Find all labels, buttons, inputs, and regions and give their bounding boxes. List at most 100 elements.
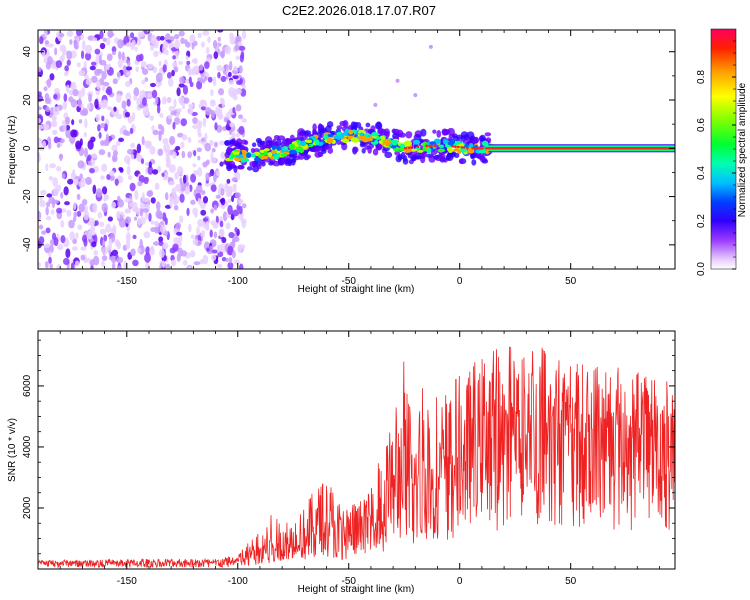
heatmap-halo-cell (441, 129, 448, 136)
heatmap-noise-cell (41, 230, 47, 235)
heatmap-noise-cell (38, 152, 41, 163)
heatmap-noise-cell (217, 30, 224, 33)
heatmap-ridge-cell (253, 157, 261, 162)
heatmap-noise-cell (178, 83, 185, 88)
heatmap-noise-cell (173, 33, 180, 40)
heatmap-noise-cell (70, 262, 75, 269)
heatmap-noise-cell (157, 148, 164, 156)
heatmap-noise-cell (71, 246, 78, 251)
snr-x-tick-label: -100 (228, 576, 248, 587)
heatmap-halo-cell (224, 139, 231, 146)
heatmap-noise-cell (165, 149, 171, 156)
heatmap-noise-cell (130, 153, 135, 160)
heatmap-noise-cell (160, 225, 166, 234)
heatmap-halo-cell (236, 165, 244, 170)
heatmap-noise-cell (149, 247, 155, 256)
heatmap-noise-cell (232, 106, 236, 114)
heatmap-noise-cell (210, 219, 216, 226)
heatmap-noise-cell (160, 125, 165, 135)
heatmap-noise-cell (201, 229, 206, 238)
heatmap-noise-cell (193, 57, 198, 65)
snr-x-tick-label: -150 (117, 576, 137, 587)
heatmap-noise-cell (172, 243, 179, 252)
heatmap-ridge-cell (446, 147, 453, 152)
heatmap-noise-cell (188, 106, 194, 116)
heatmap-noise-cell (192, 66, 196, 76)
heatmap-noise-cell (99, 30, 104, 40)
heatmap-noise-cell (150, 220, 155, 225)
heatmap-ridge-cell (280, 153, 288, 157)
heatmap-noise-cell (125, 232, 131, 242)
heatmap-ridge-cell (242, 158, 250, 162)
heatmap-halo-cell (413, 134, 422, 141)
heatmap-noise-cell (118, 51, 122, 60)
heatmap-halo-cell (268, 160, 274, 166)
heatmap-noise-cell (111, 46, 117, 53)
heatmap-noise-cell (46, 78, 52, 88)
heatmap-noise-cell (215, 215, 219, 224)
heatmap-noise-cell (143, 231, 151, 239)
heatmap-halo-cell (432, 129, 437, 134)
heatmap-noise-cell (206, 247, 210, 252)
heatmap-noise-cell (126, 165, 131, 176)
heatmap-noise-cell (46, 201, 51, 208)
heatmap-noise-cell (106, 106, 112, 111)
heatmap-noise-cell (134, 46, 138, 52)
heatmap-noise-cell (80, 254, 86, 261)
heatmap-noise-cell (159, 35, 165, 41)
spectrogram-x-tick-label: 50 (565, 276, 577, 287)
colorbar-tick-label: 0.4 (696, 166, 707, 180)
heatmap-noise-cell (200, 209, 207, 216)
heatmap-noise-cell (108, 238, 113, 247)
heatmap-halo-cell (476, 152, 484, 160)
heatmap-noise-cell (144, 111, 151, 116)
heatmap-noise-cell (138, 104, 145, 109)
colorbar-label: Normalized spectral amplitude (737, 82, 748, 217)
heatmap-halo-cell (397, 153, 403, 161)
heatmap-noise-cell (142, 68, 149, 75)
heatmap-noise-cell (138, 174, 145, 184)
heatmap-noise-cell (69, 39, 73, 45)
heatmap-noise-cell (228, 231, 235, 239)
heatmap-noise-cell (159, 248, 165, 258)
heatmap-noise-cell (227, 261, 234, 269)
heatmap-noise-cell (38, 137, 42, 144)
heatmap-noise-cell (139, 208, 144, 217)
heatmap-halo-cell (365, 122, 371, 128)
heatmap-noise-cell (211, 249, 218, 254)
heatmap-noise-cell (202, 196, 209, 204)
heatmap-noise-cell (210, 89, 214, 97)
heatmap-noise-cell (151, 89, 158, 99)
heatmap-noise-cell (83, 132, 88, 138)
heatmap-noise-cell (172, 121, 176, 130)
heatmap-peak-cell (404, 146, 408, 150)
heatmap-noise-cell (225, 222, 231, 230)
heatmap-noise-cell (196, 80, 203, 90)
heatmap-noise-cell (81, 87, 86, 97)
heatmap-noise-cell (39, 195, 43, 203)
heatmap-noise-cell (231, 195, 235, 203)
heatmap-noise-cell (219, 243, 227, 254)
heatmap-noise-cell (63, 257, 70, 266)
heatmap-noise-cell (65, 116, 71, 125)
heatmap-noise-cell (78, 180, 86, 188)
heatmap-noise-cell (192, 238, 199, 246)
heatmap-noise-cell (134, 189, 139, 200)
snr-series-line (38, 346, 675, 569)
heatmap-noise-cell (157, 165, 162, 173)
heatmap-halo-cell (460, 131, 469, 139)
heatmap-noise-cell (84, 74, 89, 79)
heatmap-noise-cell (83, 210, 90, 221)
heatmap-noise-cell (181, 150, 186, 159)
heatmap-noise-cell (202, 217, 209, 222)
heatmap-noise-cell (185, 55, 189, 61)
spectrogram-x-label: Height of straight line (km) (298, 284, 415, 295)
heatmap-halo-cell (361, 148, 366, 154)
heatmap-noise-cell (66, 209, 72, 217)
heatmap-noise-cell (130, 248, 136, 257)
heatmap-noise-cell (220, 188, 225, 196)
heatmap-ridge-cell (263, 150, 268, 156)
heatmap-noise-cell (217, 111, 222, 117)
heatmap-noise-cell (85, 77, 93, 86)
heatmap-noise-cell (202, 117, 207, 128)
